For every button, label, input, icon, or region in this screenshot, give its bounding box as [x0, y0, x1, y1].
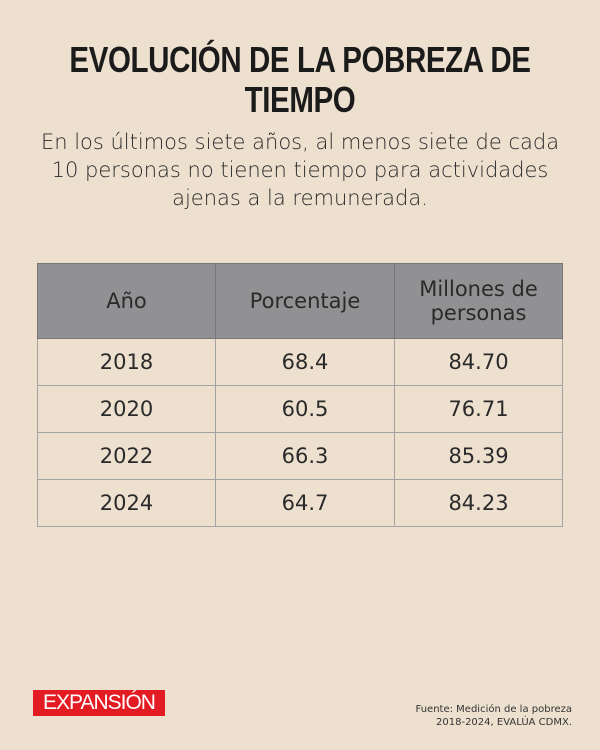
cell-percentage: 64.7	[215, 479, 395, 527]
table-row: 2018 68.4 84.70	[37, 338, 563, 386]
column-header-percentage: Porcentaje	[215, 263, 395, 339]
cell-percentage: 66.3	[215, 432, 395, 480]
table-row: 2020 60.5 76.71	[37, 385, 563, 433]
source-line-2: 2018-2024, EVALÚA CDMX.	[436, 717, 572, 728]
cell-year: 2024	[37, 479, 216, 527]
cell-year: 2020	[37, 385, 216, 433]
subtitle: En los últimos siete años, al menos siet…	[40, 130, 560, 210]
table-header-row: Año Porcentaje Millones de personas	[37, 263, 563, 339]
table-row: 2022 66.3 85.39	[37, 432, 563, 480]
page-title: EVOLUCIÓN DE LA POBREZA DE TIEMPO	[69, 39, 531, 120]
cell-millions: 84.23	[394, 479, 563, 527]
source-line-1: Fuente: Medición de la pobreza	[415, 704, 572, 715]
expansion-logo: EXPANSIÓN	[33, 690, 165, 716]
cell-year: 2022	[37, 432, 216, 480]
cell-percentage: 68.4	[215, 338, 395, 386]
cell-millions: 85.39	[394, 432, 563, 480]
table-row: 2024 64.7 84.23	[37, 479, 563, 527]
column-header-year: Año	[37, 263, 216, 339]
cell-percentage: 60.5	[215, 385, 395, 433]
data-table: Año Porcentaje Millones de personas 2018…	[37, 263, 563, 527]
source-note: Fuente: Medición de la pobreza 2018-2024…	[416, 703, 572, 729]
cell-year: 2018	[37, 338, 216, 386]
column-header-millions: Millones de personas	[394, 263, 563, 339]
cell-millions: 84.70	[394, 338, 563, 386]
cell-millions: 76.71	[394, 385, 563, 433]
